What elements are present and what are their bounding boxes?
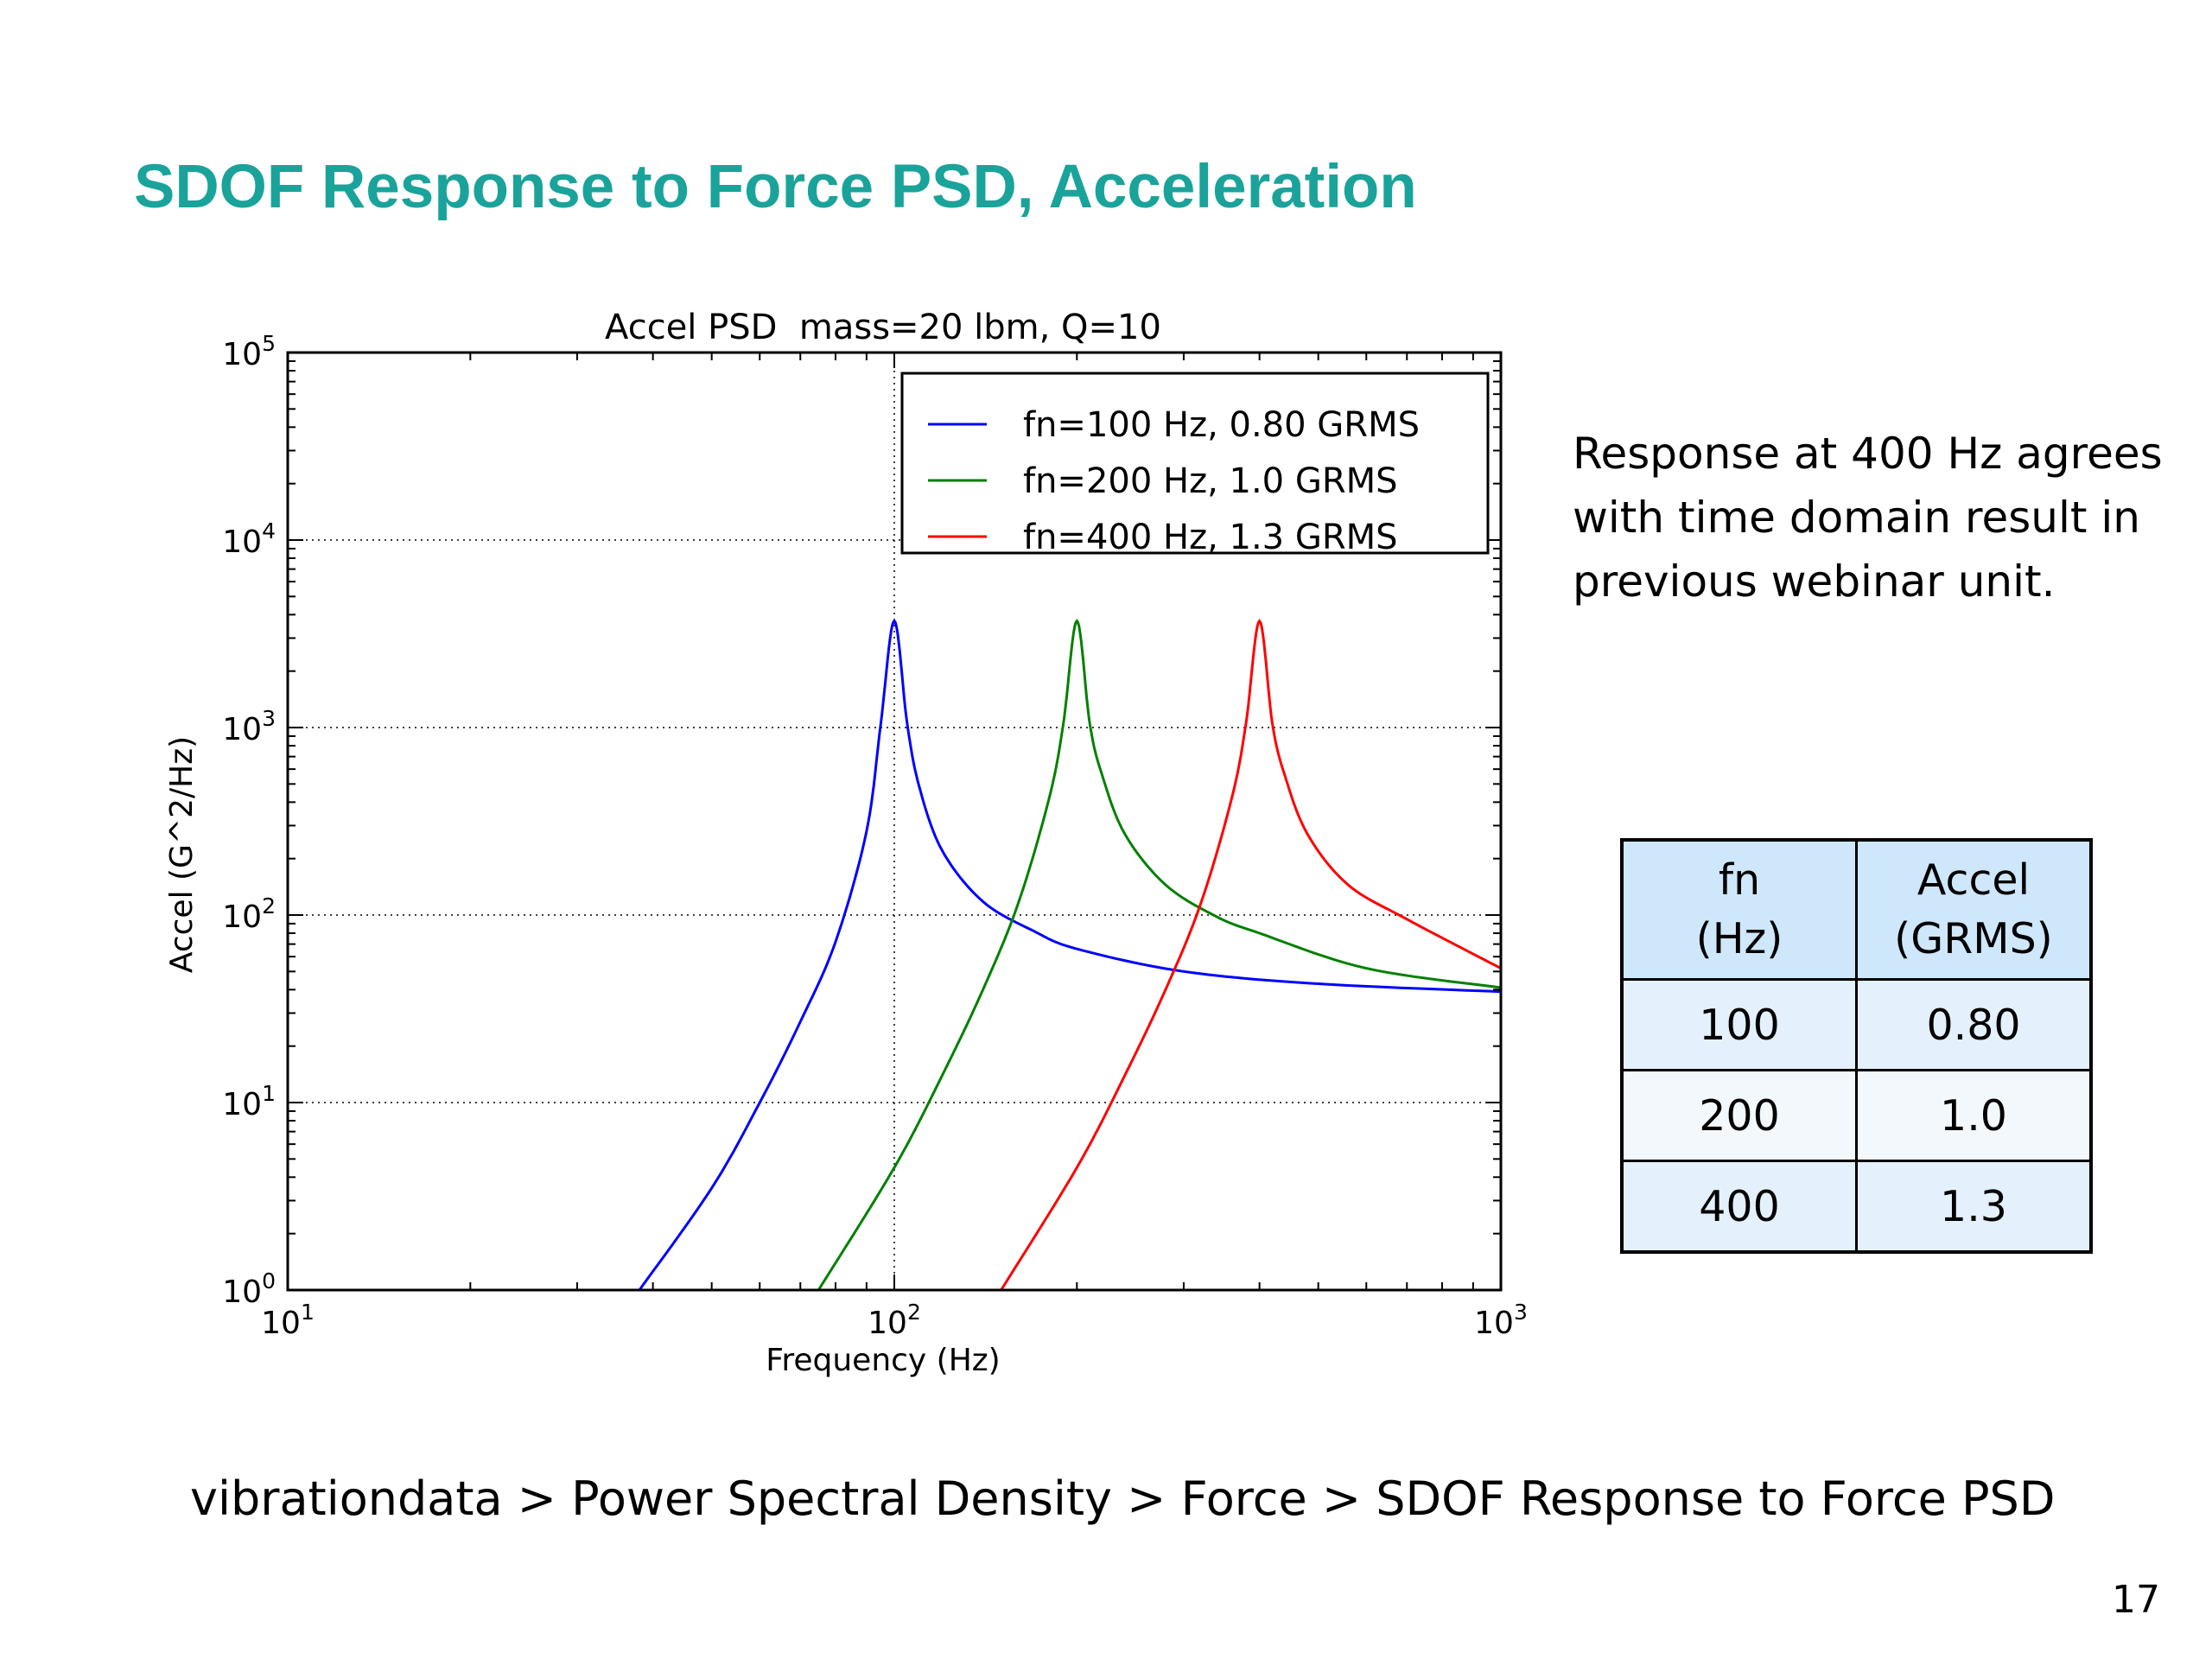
legend-label-2: fn=200 Hz, 1.0 GRMS (1023, 461, 1398, 501)
y-axis-label: Accel (G^2/Hz) (164, 736, 200, 973)
series-line-1 (638, 619, 1502, 1291)
x-tick-label: 102 (868, 1300, 921, 1341)
chart-title: Accel PSD mass=20 lbm, Q=10 (605, 308, 1161, 347)
table-cell-accel: 0.80 (1855, 978, 2093, 1071)
legend: fn=100 Hz, 0.80 GRMS fn=200 Hz, 1.0 GRMS f… (900, 372, 1490, 557)
table-cell-accel: 1.3 (1855, 1160, 2093, 1254)
table-header-row: fn (Hz) Accel (GRMS) (1620, 838, 2093, 981)
y-tick-label: 105 (222, 331, 276, 372)
legend-label-1: fn=100 Hz, 0.80 GRMS (1023, 405, 1420, 445)
x-axis-label: Frequency (Hz) (766, 1343, 1000, 1378)
series-line-3 (1000, 619, 1502, 1291)
table-row: 400 1.3 (1620, 1160, 2093, 1254)
slide-title: SDOF Response to Force PSD, Acceleration (134, 153, 1417, 221)
table-cell-accel: 1.0 (1855, 1069, 2093, 1162)
table-row: 100 0.80 (1620, 978, 2093, 1071)
y-tick-label: 104 (222, 518, 276, 560)
table-cell-fn: 100 (1620, 978, 1858, 1071)
y-tick-label: 102 (222, 893, 276, 935)
x-tick-label: 103 (1474, 1300, 1528, 1341)
y-tick-label: 100 (222, 1268, 276, 1310)
legend-label-3: fn=400 Hz, 1.3 GRMS (1023, 518, 1398, 557)
table-row: 200 1.0 (1620, 1069, 2093, 1162)
note-text: Response at 400 Hz agrees with time doma… (1573, 429, 2163, 607)
legend-box (900, 372, 1490, 555)
x-tick-label: 101 (261, 1300, 315, 1341)
table-header-accel: Accel (GRMS) (1855, 838, 2093, 981)
series-line-2 (817, 619, 1502, 1291)
page-number: 17 (2112, 1578, 2160, 1622)
fn-accel-table: fn (Hz) Accel (GRMS) 100 0.80 200 1.0 400 1.3 (1620, 838, 2093, 1254)
table-cell-fn: 400 (1620, 1160, 1858, 1254)
table-cell-fn: 200 (1620, 1069, 1858, 1162)
series-lines (638, 619, 1502, 1291)
table-header-fn: fn (Hz) (1620, 838, 1858, 981)
y-tick-label: 103 (222, 706, 276, 747)
breadcrumb: vibrationdata > Power Spectral Density >… (190, 1471, 2056, 1526)
y-tick-label: 101 (222, 1081, 276, 1122)
